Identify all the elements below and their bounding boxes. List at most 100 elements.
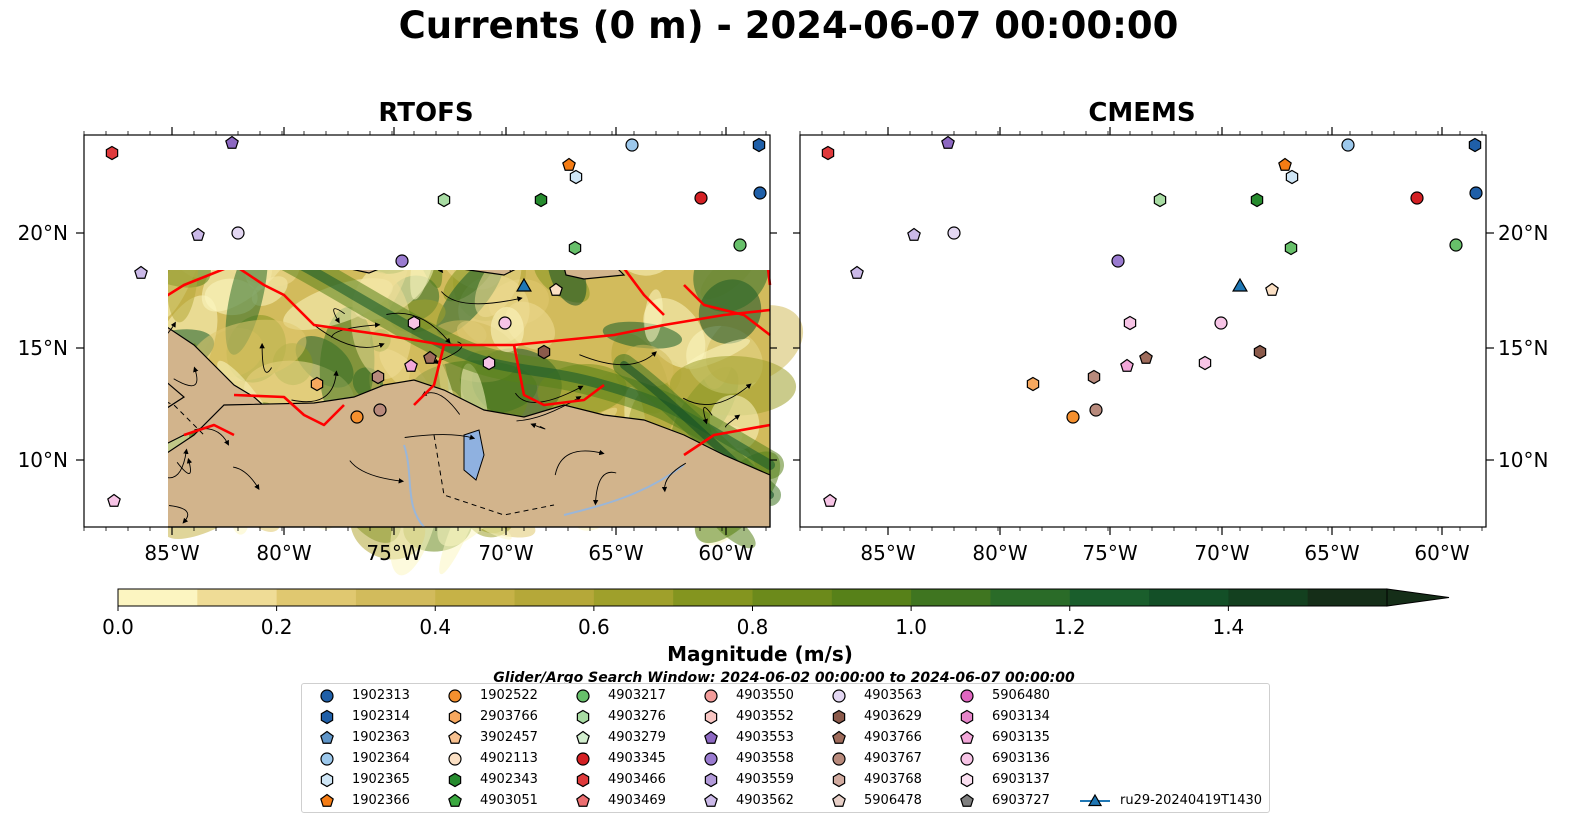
legend-label: 4903766 bbox=[864, 730, 922, 745]
legend-label: 4903345 bbox=[608, 751, 666, 766]
circle-marker-icon bbox=[448, 689, 462, 703]
legend-label: 5906480 bbox=[992, 688, 1050, 703]
circle-marker-icon bbox=[576, 689, 590, 703]
pentagon-marker-icon bbox=[448, 793, 462, 807]
glider-marker bbox=[516, 277, 532, 292]
pentagon-icon bbox=[448, 793, 462, 807]
colorbar-segment bbox=[197, 589, 278, 606]
colorbar-segment bbox=[118, 589, 198, 606]
circle-icon bbox=[832, 689, 846, 703]
hexagon-marker-icon bbox=[832, 709, 846, 725]
lon-tick-label: 60°W bbox=[698, 541, 753, 565]
hexagon-icon bbox=[576, 709, 590, 725]
circle-icon bbox=[448, 752, 462, 766]
float-marker bbox=[407, 315, 421, 331]
legend-label: 6903727 bbox=[992, 793, 1050, 808]
hexagon-icon bbox=[704, 709, 718, 725]
float-marker bbox=[537, 344, 551, 360]
circle-icon bbox=[576, 752, 590, 766]
hexagon-marker-icon bbox=[320, 709, 334, 725]
float-marker bbox=[907, 227, 921, 241]
hexagon-marker-icon bbox=[704, 772, 718, 788]
float-marker bbox=[350, 410, 364, 424]
float-marker bbox=[1153, 192, 1167, 208]
float-marker bbox=[225, 135, 239, 149]
legend-label: 1902522 bbox=[480, 688, 538, 703]
colorbar-segment bbox=[752, 589, 833, 606]
float-marker bbox=[1284, 240, 1298, 256]
legend-label: 6903134 bbox=[992, 709, 1050, 724]
float-marker bbox=[1285, 169, 1299, 185]
legend-label: 3902457 bbox=[480, 730, 538, 745]
circle-icon bbox=[960, 752, 974, 766]
circle-marker-icon bbox=[832, 752, 846, 766]
legend-label: 4902343 bbox=[480, 772, 538, 787]
float-marker bbox=[562, 157, 576, 171]
float-marker bbox=[753, 186, 767, 200]
colorbar-segment bbox=[673, 589, 753, 606]
colorbar-segment bbox=[1307, 589, 1388, 606]
lat-tick-label: 20°N bbox=[1498, 221, 1548, 245]
legend-label: 4903558 bbox=[736, 751, 794, 766]
float-marker bbox=[733, 238, 747, 252]
hexagon-marker-icon bbox=[960, 709, 974, 725]
lon-tick-label: 80°W bbox=[256, 541, 311, 565]
pentagon-icon bbox=[320, 730, 334, 744]
triangle-line-marker-icon bbox=[1080, 793, 1110, 807]
pentagon-marker-icon bbox=[832, 793, 846, 807]
legend-label: 1902365 bbox=[352, 772, 410, 787]
cmems-map-panel[interactable] bbox=[757, 71, 1531, 572]
legend-label: 4903559 bbox=[736, 772, 794, 787]
colorbar-segment bbox=[1149, 589, 1229, 606]
panel-title-cmems: CMEMS bbox=[1088, 98, 1196, 128]
colorbar-segment bbox=[990, 589, 1071, 606]
circle-marker-icon bbox=[832, 689, 846, 703]
float-marker bbox=[1214, 316, 1228, 330]
float-marker bbox=[823, 493, 837, 507]
rtofs-map-panel[interactable] bbox=[55, 96, 817, 580]
circle-icon bbox=[320, 752, 334, 766]
float-marker bbox=[1198, 355, 1212, 371]
lon-tick-label: 70°W bbox=[1194, 541, 1249, 565]
circle-marker-icon bbox=[320, 752, 334, 766]
circle-icon bbox=[960, 689, 974, 703]
main-title: Currents (0 m) - 2024-06-07 00:00:00 bbox=[398, 4, 1179, 47]
float-marker bbox=[1026, 376, 1040, 392]
float-marker bbox=[404, 358, 418, 372]
float-marker bbox=[1449, 238, 1463, 252]
hexagon-icon bbox=[576, 772, 590, 788]
hexagon-marker-icon bbox=[448, 709, 462, 725]
float-marker bbox=[568, 240, 582, 256]
circle-marker-icon bbox=[320, 689, 334, 703]
pentagon-icon bbox=[576, 730, 590, 744]
legend-label: 1902366 bbox=[352, 793, 410, 808]
legend-label: 2903766 bbox=[480, 709, 538, 724]
float-marker bbox=[310, 376, 324, 392]
colorbar-segment bbox=[911, 589, 991, 606]
circle-marker-icon bbox=[576, 752, 590, 766]
lon-tick-label: 65°W bbox=[1304, 541, 1359, 565]
legend-label: 4903051 bbox=[480, 793, 538, 808]
pentagon-marker-icon bbox=[576, 793, 590, 807]
hexagon-marker-icon bbox=[960, 772, 974, 788]
pentagon-icon bbox=[832, 793, 846, 807]
pentagon-marker-icon bbox=[832, 730, 846, 744]
legend-label: 5906478 bbox=[864, 793, 922, 808]
legend-label: 1902313 bbox=[352, 688, 410, 703]
colorbar-tick-label: 1.2 bbox=[1054, 615, 1086, 639]
legend-label: 4903276 bbox=[608, 709, 666, 724]
float-marker bbox=[423, 350, 437, 364]
hexagon-icon bbox=[832, 709, 846, 725]
colorbar-tick-label: 0.6 bbox=[578, 615, 610, 639]
legend-label: 4903563 bbox=[864, 688, 922, 703]
hexagon-icon bbox=[448, 772, 462, 788]
legend-label: 4903767 bbox=[864, 751, 922, 766]
legend-label: 4902113 bbox=[480, 751, 538, 766]
hexagon-marker-icon bbox=[448, 772, 462, 788]
float-marker bbox=[1468, 137, 1482, 153]
colorbar-tick-label: 0.8 bbox=[737, 615, 769, 639]
hexagon-marker-icon bbox=[704, 709, 718, 725]
pentagon-icon bbox=[320, 793, 334, 807]
float-marker bbox=[569, 169, 583, 185]
colorbar-segment bbox=[514, 589, 595, 606]
